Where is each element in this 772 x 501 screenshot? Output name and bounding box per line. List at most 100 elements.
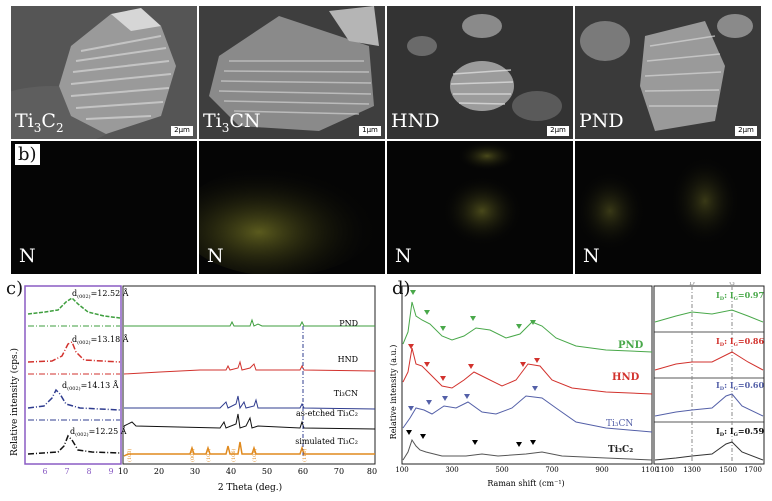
raman-inset-frame: [653, 285, 765, 465]
raman-main-xticks: 100 300 500 700 900 1100: [395, 466, 659, 474]
scale-bar-pnd: 2µm: [735, 126, 757, 136]
raman-markers-pnd: [410, 290, 536, 331]
sem-ti3c2-texture: [11, 6, 197, 139]
sem-label-pnd: PND: [579, 110, 624, 132]
xrd-zoom-xticks: 6 7 8 9: [42, 467, 113, 476]
raman-trace-ti3c2: [402, 438, 653, 461]
inset-tick-1700: 1700: [744, 466, 762, 474]
eds-pnd-signal: [575, 156, 740, 251]
zoom-tick-6: 6: [42, 467, 47, 476]
raman-markers-ti3c2: [406, 430, 536, 447]
sem-image-ti3c2: Ti3C2 2µm: [11, 6, 197, 139]
eds-map-ti3c2: b) N: [11, 141, 197, 274]
xrd-trace-hnd: [123, 360, 376, 375]
raman-label-ti3cn: Ti₃CN: [606, 419, 633, 429]
scale-bar-ti3c2: 2µm: [171, 126, 193, 136]
main-tick-60: 60: [298, 467, 308, 476]
eds-label-4: N: [583, 245, 600, 267]
main-tick-40: 40: [226, 467, 236, 476]
xrd-xlabel: 2 Theta (deg.): [218, 482, 282, 493]
eds-label-1: N: [19, 245, 36, 267]
raman-tick-1100: 1100: [641, 466, 659, 474]
inset-trace-pnd: [654, 309, 764, 323]
main-tick-80: 80: [367, 467, 377, 476]
inset-tick-1100: 1100: [656, 466, 674, 474]
xrd-zoom-hnd: [27, 340, 121, 363]
ratio-hnd: ID: IG=0.86: [716, 336, 764, 348]
eds-map-ti3cn: N: [199, 141, 385, 274]
refl-110: (110): [301, 449, 308, 462]
xrd-label-etched: as-etched Ti₃C₂: [296, 409, 358, 418]
xrd-main-xticks: 10 20 30 40 50 60 70 80: [118, 467, 377, 476]
sem-label-ti3cn: Ti3CN: [203, 110, 261, 135]
raman-markers-hnd: [408, 344, 540, 381]
xrd-zoom-etched: [27, 434, 121, 455]
raman-trace-ti3cn: [402, 395, 653, 433]
xrd-trace-etched: [123, 413, 376, 430]
sem-image-pnd: PND 2µm: [575, 6, 761, 139]
xrd-label-pnd: PND: [339, 319, 358, 328]
refl-106: (106): [230, 449, 237, 462]
scale-bar-hnd: 2µm: [547, 126, 569, 136]
raman-tick-500: 500: [495, 466, 508, 474]
xrd-ylabel: Relative intensity (cps.): [9, 348, 20, 456]
scale-bar-ti3cn: 1µm: [359, 126, 381, 136]
xrd-label-sim: simulated Ti₃C₂: [295, 437, 358, 446]
xrd-trace-pnd: [124, 318, 375, 327]
xrd-zoom-frame: [24, 285, 122, 465]
raman-label-hnd: HND: [612, 372, 640, 383]
main-tick-70: 70: [334, 467, 344, 476]
inset-trace-ti3c2: [654, 441, 764, 461]
xrd-zoom-pnd: [27, 297, 121, 319]
panel-d-letter: d): [392, 278, 411, 299]
panel-c-letter: c): [6, 278, 24, 299]
xrd-chart: Relative intensity (cps.) d(002)=12.52 Å…: [9, 285, 377, 493]
eds-ti3cn-signal: [199, 166, 379, 274]
d-label-ti3cn: d(002)=14.13 Å: [62, 381, 119, 392]
ratio-ti3cn: ID: IG=0.60: [716, 380, 764, 392]
d-label-etched: d(002)=12.25 Å: [70, 427, 127, 438]
raman-trace-pnd: [402, 301, 653, 353]
xrd-trace-sim: [123, 441, 375, 457]
raman-tick-100: 100: [395, 466, 408, 474]
raman-trace-hnd: [402, 347, 653, 395]
sem-image-ti3cn: Ti3CN 1µm: [199, 6, 385, 139]
refl-103: (103): [126, 449, 133, 462]
refl-102: (102): [205, 449, 212, 462]
d-band-label: D: [689, 282, 695, 287]
xrd-trace-ti3cn: [124, 395, 376, 410]
raman-markers-ti3cn: [408, 386, 538, 411]
zoom-tick-7: 7: [64, 467, 69, 476]
raman-xlabel: Raman shift (cm⁻¹): [487, 479, 564, 488]
raman-tick-900: 900: [595, 466, 608, 474]
sem-ti3cn-texture: [199, 6, 385, 139]
refl-108: (108): [251, 449, 258, 462]
main-tick-10: 10: [118, 467, 128, 476]
zoom-tick-9: 9: [108, 467, 113, 476]
eds-label-2: N: [207, 245, 224, 267]
raman-chart: Relative intensity (a.u.) PND HND Ti₃CN …: [389, 282, 765, 488]
refl-006: (006): [189, 449, 196, 462]
d-label-pnd: d(002)=12.52 Å: [72, 289, 129, 300]
ratio-ti3c2: ID: IG=0.59: [716, 426, 764, 438]
ratio-pnd: ID: IG=0.97: [716, 290, 764, 302]
raman-tick-300: 300: [445, 466, 458, 474]
g-band-label: G: [729, 282, 735, 287]
main-tick-20: 20: [154, 467, 164, 476]
xrd-label-hnd: HND: [338, 355, 358, 364]
inset-tick-1300: 1300: [683, 466, 701, 474]
xrd-label-ti3cn: Ti₃CN: [334, 389, 358, 398]
eds-label-3: N: [395, 245, 412, 267]
sem-image-hnd: HND 2µm: [387, 6, 573, 139]
raman-label-pnd: PND: [618, 340, 644, 351]
inset-trace-ti3cn: [654, 393, 764, 417]
main-tick-30: 30: [190, 467, 200, 476]
inset-tick-1500: 1500: [719, 466, 737, 474]
panel-b-letter: b): [15, 144, 40, 165]
sem-label-ti3c2: Ti3C2: [15, 110, 64, 135]
xrd-zoom-ti3cn: [27, 388, 121, 411]
main-tick-50: 50: [262, 467, 272, 476]
zoom-tick-8: 8: [86, 467, 91, 476]
raman-tick-700: 700: [545, 466, 558, 474]
eds-map-hnd: N: [387, 141, 573, 274]
